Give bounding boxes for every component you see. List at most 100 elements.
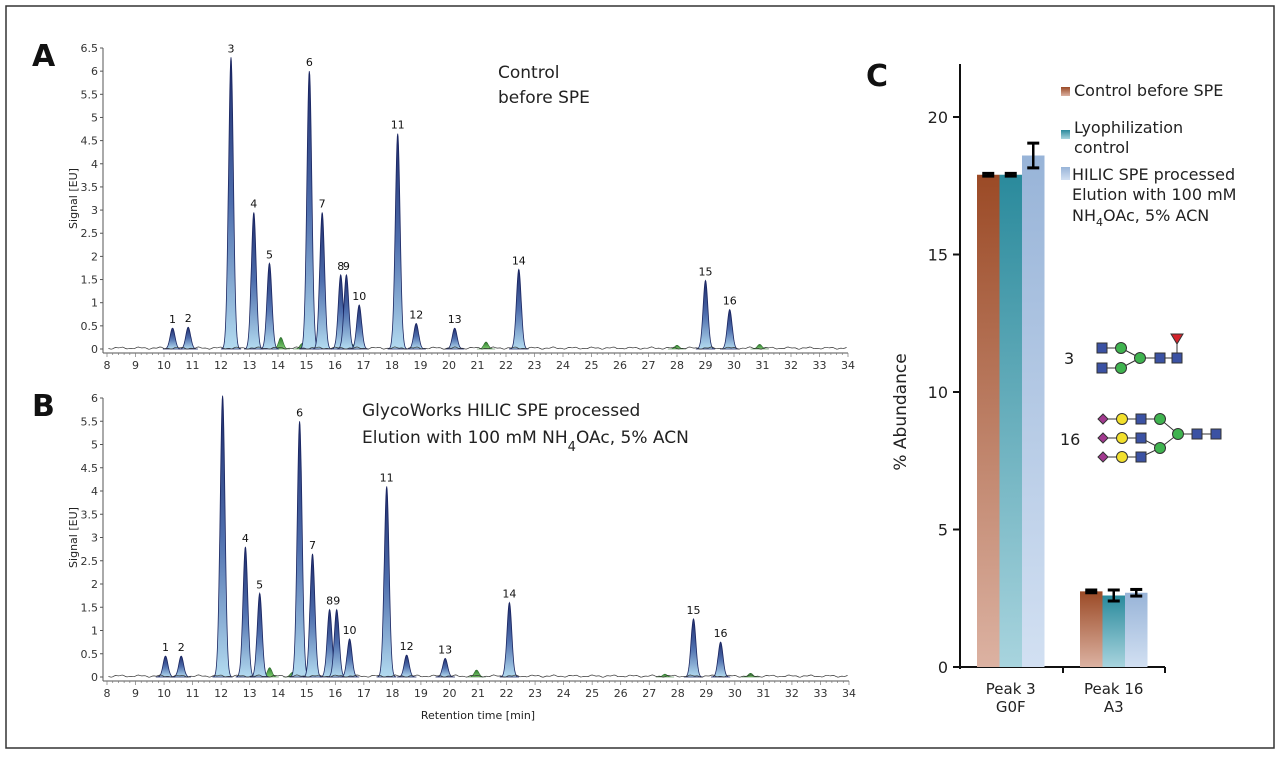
y-tick-label: 2.5 [81,555,99,568]
peak-label: 9 [333,595,340,608]
peak-14 [499,601,520,678]
glcnac-icon [1135,413,1147,425]
peak-label: 10 [343,624,357,637]
panel-label-c: C [866,59,888,94]
y-tick-label: 4.5 [81,135,99,148]
x-tick-label: 10 [157,359,171,372]
y-tick-label: 1 [91,625,98,638]
minor-peak [750,344,769,350]
peak-12 [397,654,417,678]
y-tick-label: 3.5 [81,508,99,521]
y-tick-label: 2.5 [81,227,99,240]
peak-label: 5 [266,248,273,261]
peak-label: 15 [686,604,700,617]
legend-label-hilic-1: HILIC SPE processed [1072,165,1235,184]
peak-6 [289,421,310,678]
mannose-icon [1172,428,1184,440]
x-tick-label: 23 [528,687,542,700]
y-tick-label: 0.5 [81,648,99,661]
x-tick-label: 13 [243,359,257,372]
y-axis-title: Signal [EU] [67,168,80,229]
mannose-icon [1154,413,1166,425]
x-tick-label: 20 [442,687,456,700]
x-tick-label: 18 [385,359,399,372]
peak-label: 2 [178,641,185,654]
peak-5 [249,592,270,678]
glcnac-icon [1135,451,1147,463]
bar-1-2 [1125,592,1148,667]
annotation-b-line1: GlycoWorks HILIC SPE processed [362,401,640,421]
x-tick-label: 25 [585,687,599,700]
peak-1 [162,327,183,350]
x-tick-label: 25 [585,359,599,372]
x-tick-label: 11 [186,359,200,372]
peak-10 [339,638,360,678]
peak-label: 8 [337,260,344,273]
category-label: A3 [1104,698,1124,716]
peak-3 [220,57,242,350]
y-axis-title: Signal [EU] [67,507,80,568]
y-tick-label: 3 [91,204,98,217]
legend-swatch-control [1061,87,1070,96]
peak-label: 13 [448,313,462,326]
y-tick-label: 3.5 [81,181,99,194]
y-tick-label: 2 [91,250,98,263]
peak-label: 14 [502,588,516,601]
baseline-trace [108,674,848,678]
x-tick-label: 15 [300,687,314,700]
mannose-icon [1154,442,1166,454]
peak-4 [244,212,264,350]
y-tick-label: 6.5 [81,42,99,55]
peak-label: 4 [250,197,257,210]
glycan-structure-16: 16 [1060,413,1222,463]
x-tick-label: 13 [243,687,257,700]
glcnac-icon [1210,428,1222,440]
glcnac-icon [1171,352,1183,364]
legend-label-lyophilization-2: control [1074,138,1129,157]
peak-label: 16 [723,295,737,308]
y-axis-title: % Abundance [891,353,911,470]
sialic-acid-icon [1097,413,1109,425]
minor-peak [667,345,687,350]
y-tick-label: 1 [91,297,98,310]
x-tick-label: 29 [699,687,713,700]
y-tick-label: 15 [928,246,948,265]
peak-4 [235,546,256,678]
peak-label: 6 [296,406,303,419]
annotation-a-line1: Control [498,63,559,83]
x-tick-label: 14 [271,687,285,700]
bar-0-1 [999,174,1022,667]
peak-label: 12 [400,640,414,653]
peak-label: 16 [714,627,728,640]
sialic-acid-icon [1097,451,1109,463]
minor-peak [655,673,675,678]
peak-label: 12 [409,309,423,322]
x-tick-label: 32 [784,359,798,372]
glycan-label-16: 16 [1060,430,1080,449]
peak-label: 3 [227,42,234,55]
peak-2 [178,326,198,350]
y-tick-label: 2 [91,578,98,591]
legend-label-hilic-2: Elution with 100 mM [1072,185,1236,204]
x-tick-label: 21 [471,687,485,700]
peak-11 [376,486,397,678]
legend-c: Control before SPE Lyophilization contro… [1061,81,1236,229]
galactose-icon [1116,432,1128,444]
peak-label: 2 [185,312,192,325]
x-tick-label: 15 [300,359,314,372]
peak-label: 15 [699,265,713,278]
y-tick-label: 5.5 [81,88,99,101]
peak-7 [312,212,332,350]
peak-label: 10 [352,290,366,303]
bar-1-1 [1102,595,1125,667]
glcnac-icon [1135,432,1147,444]
x-tick-label: 30 [727,359,741,372]
peak-13 [445,327,465,350]
y-tick-label: 5.5 [81,415,99,428]
baseline-trace [108,346,847,350]
glycan-structure-3: 3 [1064,333,1184,374]
x-tick-label: 22 [500,687,514,700]
x-tick-label: 29 [699,359,713,372]
bar-0-2 [1022,155,1045,667]
